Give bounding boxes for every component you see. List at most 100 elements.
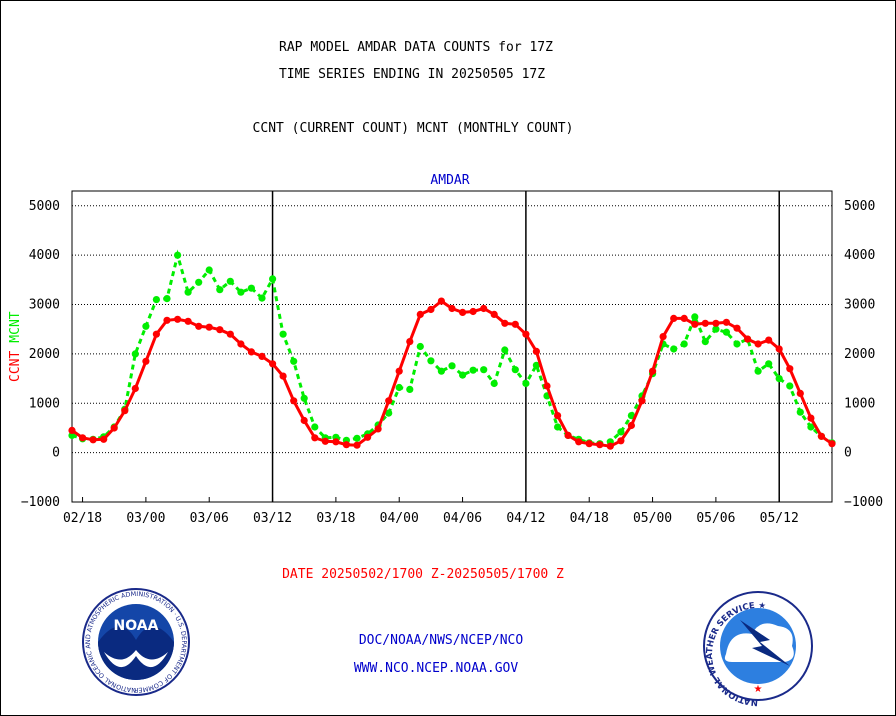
x-tick-label: 04/00 — [380, 511, 419, 526]
x-tick-label: 03/00 — [126, 511, 165, 526]
data-point-ccnt — [744, 335, 752, 343]
plot-border — [71, 190, 833, 503]
data-point-ccnt — [606, 442, 614, 450]
y-tick-label-right: 5000 — [844, 199, 875, 214]
data-point-ccnt — [142, 357, 150, 365]
data-point-mcnt — [216, 286, 224, 294]
data-point-mcnt — [406, 385, 414, 393]
data-point-mcnt — [448, 362, 456, 370]
data-point-mcnt — [490, 379, 498, 388]
data-point-mcnt — [786, 382, 794, 390]
data-point-ccnt — [226, 330, 234, 338]
data-point-ccnt — [522, 330, 530, 338]
data-point-mcnt — [247, 284, 255, 292]
data-point-mcnt — [469, 366, 477, 374]
data-point-ccnt — [807, 414, 815, 422]
data-point-ccnt — [174, 315, 182, 323]
data-point-ccnt — [459, 308, 467, 316]
data-point-mcnt — [205, 266, 213, 274]
series-ccnt — [68, 297, 836, 450]
x-tick-label: 03/06 — [190, 511, 229, 526]
data-point-mcnt — [385, 409, 393, 417]
data-point-ccnt — [279, 372, 287, 380]
data-point-ccnt — [437, 297, 445, 305]
data-point-ccnt — [427, 305, 435, 314]
data-point-ccnt — [121, 407, 129, 415]
data-point-mcnt — [300, 394, 308, 402]
data-point-ccnt — [374, 425, 382, 433]
data-point-ccnt — [110, 424, 118, 432]
nws-logo: NATIONAL WEATHER SERVICE ★ ★ — [703, 591, 813, 707]
data-point-mcnt — [554, 423, 562, 431]
data-point-ccnt — [670, 314, 678, 322]
data-point-ccnt — [775, 345, 783, 353]
y-tick-label-right: 4000 — [844, 248, 875, 263]
data-point-ccnt — [680, 314, 688, 322]
y-tick-label-right: 3000 — [844, 298, 875, 313]
data-point-mcnt — [501, 346, 509, 354]
data-point-mcnt — [765, 360, 773, 368]
x-tick-label: 04/12 — [506, 511, 545, 526]
data-point-ccnt — [627, 421, 636, 430]
data-point-ccnt — [638, 397, 646, 405]
plot-area: −1000 0 1000 2000 3000 4000 5000 −1000 0 1000 200… — [21, 190, 883, 526]
y-axis-right-labels: −1000 0 1000 2000 3000 4000 5000 — [844, 199, 883, 510]
data-point-ccnt — [247, 348, 255, 356]
data-point-ccnt — [733, 324, 741, 332]
data-point-mcnt — [68, 431, 76, 439]
y-tick-label-left: 0 — [52, 446, 60, 461]
data-point-ccnt — [649, 367, 657, 375]
data-point-mcnt — [722, 328, 731, 336]
data-point-ccnt — [269, 360, 277, 368]
data-point-mcnt — [279, 330, 287, 338]
data-point-mcnt — [627, 412, 636, 420]
data-point-mcnt — [226, 277, 234, 285]
data-point-mcnt — [459, 371, 467, 379]
data-point-ccnt — [321, 437, 329, 445]
website-link[interactable]: WWW.NCO.NCEP.NOAA.GOV — [354, 661, 519, 676]
data-point-mcnt — [395, 383, 403, 392]
x-tick-label: 03/12 — [253, 511, 292, 526]
data-point-ccnt — [765, 336, 773, 344]
y-tick-label-left: 5000 — [29, 199, 60, 214]
data-point-ccnt — [89, 436, 97, 444]
data-point-mcnt — [733, 340, 741, 348]
data-point-ccnt — [712, 319, 720, 327]
data-point-ccnt — [480, 304, 488, 313]
data-point-ccnt — [364, 433, 372, 441]
y-axis-label-ccnt: CCNT — [8, 351, 23, 382]
data-point-ccnt — [205, 323, 213, 331]
y-tick-label-left: 4000 — [29, 248, 60, 263]
y-tick-label-right: −1000 — [844, 495, 883, 510]
nws-lightning — [740, 620, 790, 666]
data-point-ccnt — [300, 416, 308, 425]
data-point-ccnt — [501, 319, 509, 327]
y-axis-label-mcnt: MCNT — [8, 311, 23, 342]
data-point-ccnt — [575, 438, 583, 446]
data-point-ccnt — [564, 431, 572, 439]
data-point-ccnt — [469, 307, 477, 316]
y-axis-left-labels: −1000 0 1000 2000 3000 4000 5000 — [21, 199, 60, 510]
data-point-mcnt — [131, 350, 139, 358]
data-point-ccnt — [554, 412, 562, 420]
data-point-mcnt — [680, 340, 688, 348]
data-point-ccnt — [342, 441, 350, 449]
data-point-mcnt — [258, 294, 266, 302]
data-point-ccnt — [100, 435, 108, 443]
data-point-ccnt — [490, 310, 498, 318]
data-point-mcnt — [807, 423, 815, 431]
nws-star-icon: ★ — [754, 684, 763, 695]
data-point-mcnt — [290, 357, 298, 365]
data-point-mcnt — [670, 345, 678, 353]
data-point-ccnt — [701, 319, 709, 327]
data-point-ccnt — [617, 437, 625, 445]
org-link[interactable]: DOC/NOAA/NWS/NCEP/NCO — [359, 633, 524, 648]
data-point-mcnt — [691, 313, 699, 321]
data-point-ccnt — [511, 320, 519, 328]
data-point-mcnt — [617, 428, 625, 436]
data-point-ccnt — [237, 340, 245, 348]
x-tick-label: 05/06 — [696, 511, 735, 526]
y-tick-label-right: 0 — [844, 446, 852, 461]
chart-title-line1: RAP MODEL AMDAR DATA COUNTS for 17Z — [279, 40, 553, 55]
